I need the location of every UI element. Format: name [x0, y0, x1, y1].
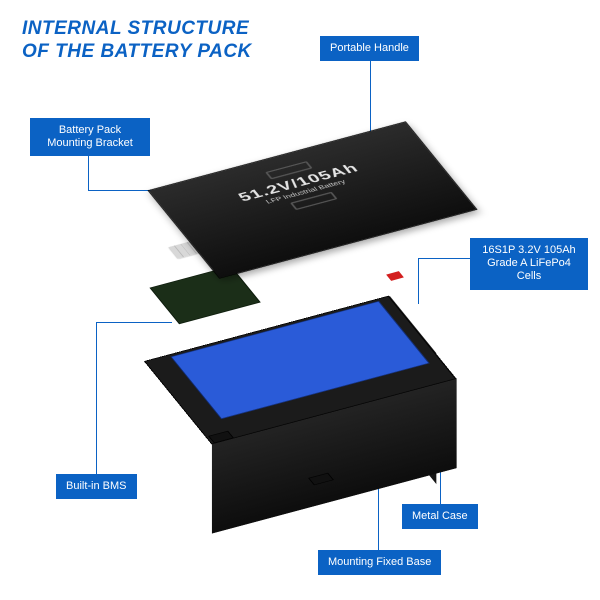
label-text: Built-in BMS [66, 480, 127, 492]
lid-shape: 51.2V/105Ah LFP Industrial Battery [147, 121, 477, 278]
label-mounting-bracket: Battery Pack Mounting Bracket [30, 118, 150, 156]
label-text: Battery Pack [59, 124, 121, 136]
leader-line [418, 258, 419, 304]
label-text: Mounting Fixed Base [328, 556, 431, 568]
label-mounting-fixed-base: Mounting Fixed Base [318, 550, 441, 575]
leader-line [418, 258, 470, 259]
label-text: Grade A LiFePo4 Cells [487, 257, 571, 282]
leader-line [96, 322, 172, 323]
page-title: INTERNAL STRUCTURE OF THE BATTERY PACK [22, 18, 252, 64]
bms-shape [149, 266, 260, 324]
label-metal-case: Metal Case [402, 504, 478, 529]
label-portable-handle: Portable Handle [320, 36, 419, 61]
terminal-cap [386, 271, 404, 281]
title-line-2: OF THE BATTERY PACK [22, 41, 252, 62]
label-text: 16S1P 3.2V 105Ah [482, 244, 575, 256]
leader-line [96, 322, 97, 474]
label-built-in-bms: Built-in BMS [56, 474, 137, 499]
title-line-1: INTERNAL STRUCTURE [22, 18, 249, 39]
leader-line [88, 150, 89, 190]
label-text: Metal Case [412, 510, 468, 522]
label-text: Mounting Bracket [47, 137, 133, 149]
label-cells: 16S1P 3.2V 105Ah Grade A LiFePo4 Cells [470, 238, 588, 290]
label-text: Portable Handle [330, 42, 409, 54]
leader-line [370, 60, 371, 132]
